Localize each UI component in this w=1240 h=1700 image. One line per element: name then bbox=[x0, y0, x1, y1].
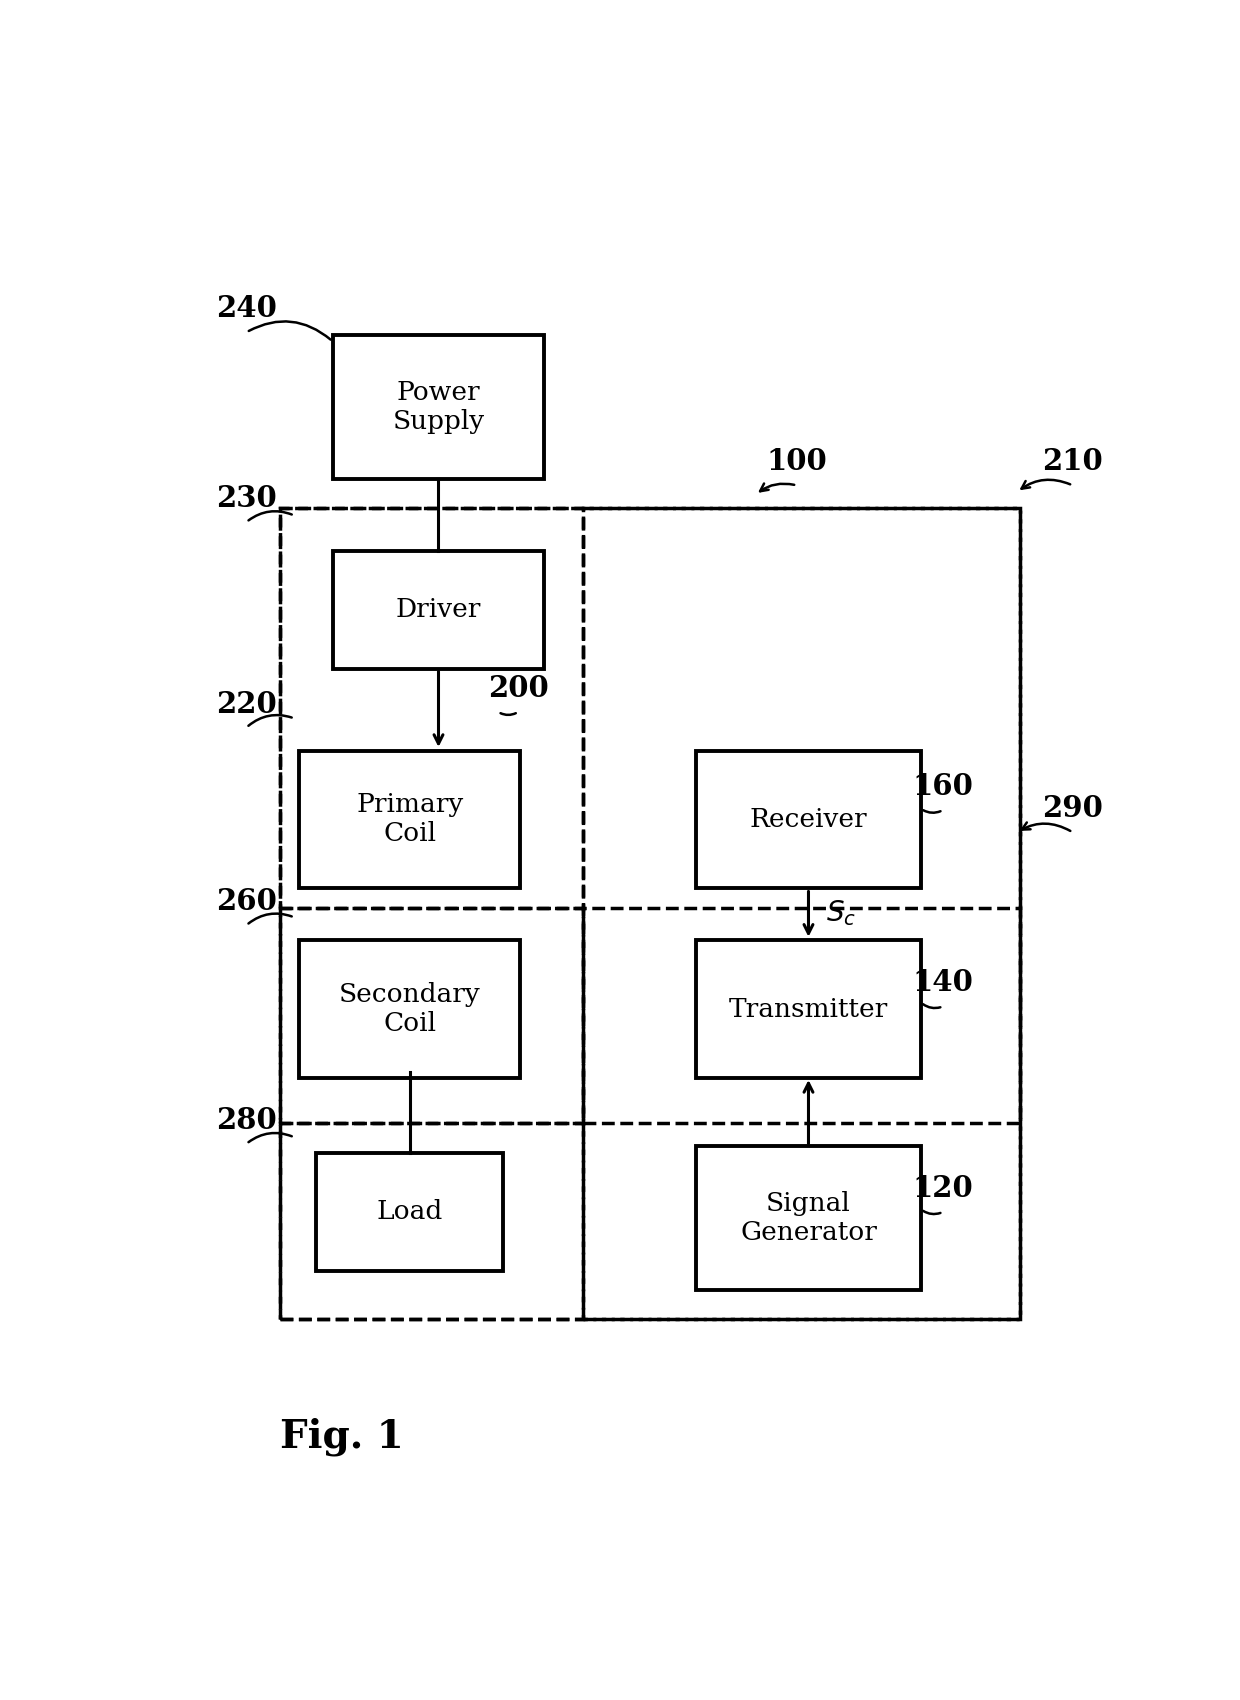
Text: Power
Supply: Power Supply bbox=[392, 379, 485, 434]
Text: Signal
Generator: Signal Generator bbox=[740, 1192, 877, 1246]
Text: Primary
Coil: Primary Coil bbox=[356, 792, 464, 847]
Text: 240: 240 bbox=[216, 294, 277, 323]
Text: $S_c$: $S_c$ bbox=[826, 899, 856, 928]
Text: 210: 210 bbox=[1043, 447, 1104, 476]
Text: 230: 230 bbox=[216, 484, 277, 513]
Text: 220: 220 bbox=[216, 690, 277, 719]
Bar bbox=[280, 508, 583, 908]
Text: 290: 290 bbox=[1043, 794, 1104, 823]
Text: 140: 140 bbox=[913, 969, 973, 998]
Text: 260: 260 bbox=[216, 887, 277, 916]
Bar bbox=[316, 1153, 503, 1272]
Text: Load: Load bbox=[377, 1200, 443, 1224]
Bar bbox=[280, 508, 1021, 1319]
Bar bbox=[280, 908, 583, 1124]
Bar bbox=[696, 1146, 921, 1290]
Text: 280: 280 bbox=[216, 1105, 277, 1136]
Bar bbox=[332, 551, 544, 668]
Bar bbox=[299, 750, 521, 887]
Bar bbox=[583, 508, 1019, 1319]
Bar bbox=[696, 940, 921, 1078]
Text: 100: 100 bbox=[766, 447, 827, 476]
Text: 120: 120 bbox=[913, 1175, 973, 1204]
Text: 160: 160 bbox=[913, 772, 973, 801]
Text: 200: 200 bbox=[487, 673, 548, 702]
Text: Receiver: Receiver bbox=[750, 808, 867, 831]
Text: Transmitter: Transmitter bbox=[729, 996, 888, 1022]
Bar bbox=[299, 940, 521, 1078]
Bar bbox=[280, 1124, 583, 1319]
Text: Fig. 1: Fig. 1 bbox=[280, 1418, 404, 1457]
Bar bbox=[583, 908, 1019, 1124]
Text: Secondary
Coil: Secondary Coil bbox=[339, 983, 481, 1035]
Bar bbox=[696, 750, 921, 887]
Text: Driver: Driver bbox=[396, 597, 481, 622]
Bar bbox=[332, 335, 544, 479]
